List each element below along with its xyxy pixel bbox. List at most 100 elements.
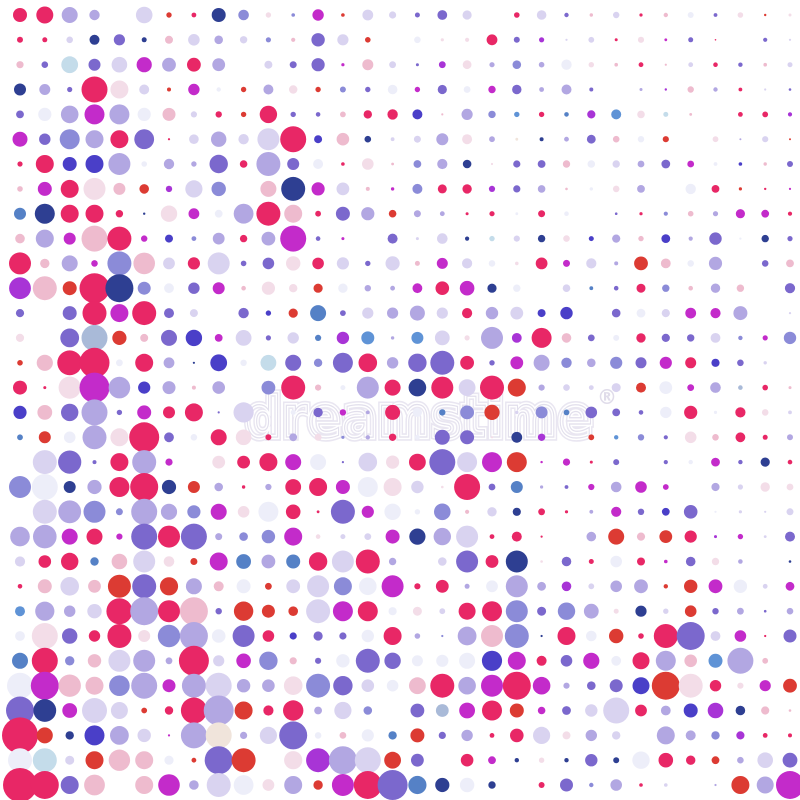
dot — [58, 500, 82, 524]
dot — [489, 733, 495, 738]
dot — [586, 134, 596, 144]
dot — [561, 581, 572, 592]
dot — [637, 160, 645, 168]
dot — [166, 12, 172, 18]
dot — [38, 107, 52, 121]
dot — [237, 506, 250, 518]
dot — [17, 360, 23, 366]
dot — [663, 211, 668, 216]
dot — [14, 207, 26, 220]
dot — [185, 329, 203, 347]
dot — [141, 235, 148, 242]
dot — [563, 409, 570, 416]
dot — [167, 138, 171, 141]
dot — [106, 598, 133, 625]
dot — [231, 748, 256, 773]
dot — [727, 647, 754, 674]
dot — [762, 335, 768, 341]
dot — [537, 433, 546, 441]
dot — [205, 722, 232, 749]
dot — [261, 380, 276, 395]
dot — [88, 58, 101, 71]
dot — [436, 257, 448, 269]
dot — [502, 671, 531, 700]
dot — [564, 510, 569, 514]
dot — [710, 631, 721, 641]
dot — [136, 57, 152, 73]
dot — [510, 306, 524, 320]
dot — [312, 9, 324, 21]
dot — [538, 61, 545, 68]
dot — [710, 283, 721, 293]
dot — [460, 430, 475, 445]
dot — [341, 237, 345, 241]
dot — [634, 579, 648, 594]
dot — [362, 9, 374, 21]
dot — [190, 558, 198, 565]
dot — [763, 535, 767, 538]
dot — [157, 624, 181, 648]
dot — [257, 128, 280, 151]
dot — [738, 112, 743, 117]
dot — [161, 479, 177, 495]
dot — [314, 135, 323, 144]
dot — [386, 455, 400, 469]
dot — [684, 579, 698, 593]
dot — [462, 10, 472, 20]
dot — [485, 306, 499, 320]
dot — [610, 481, 622, 493]
dot — [635, 357, 647, 369]
dot — [88, 630, 101, 642]
dot — [215, 608, 222, 615]
dot — [32, 499, 57, 524]
dot — [662, 284, 670, 292]
dot — [138, 630, 151, 642]
dot — [465, 236, 470, 241]
dot — [341, 63, 345, 67]
dot — [712, 434, 719, 441]
dot — [488, 110, 496, 119]
dot — [776, 771, 800, 799]
dot — [110, 726, 129, 745]
dot — [513, 160, 521, 168]
dot — [614, 435, 619, 440]
dot — [461, 108, 473, 120]
dot — [538, 508, 545, 516]
dot — [132, 450, 157, 475]
dot — [435, 579, 449, 593]
dot — [9, 252, 31, 275]
dot — [109, 104, 130, 125]
dot — [261, 529, 276, 544]
dot — [137, 107, 151, 121]
dot — [659, 356, 672, 369]
dot — [311, 58, 325, 72]
dot — [42, 37, 48, 43]
dot — [164, 432, 174, 443]
dot — [562, 731, 571, 740]
dot — [291, 37, 296, 42]
dot — [17, 584, 23, 589]
dot — [89, 9, 100, 21]
dot — [511, 431, 523, 443]
dot — [37, 181, 52, 196]
dot — [286, 256, 301, 271]
dot — [685, 357, 697, 369]
dot — [133, 252, 155, 275]
dot — [761, 260, 769, 267]
dot — [563, 682, 570, 689]
dot — [187, 505, 201, 519]
dot — [488, 781, 496, 789]
dot — [586, 531, 597, 542]
dot — [763, 37, 768, 42]
dot — [711, 731, 720, 740]
dot — [363, 110, 372, 119]
dot — [636, 308, 646, 318]
dot — [632, 751, 650, 769]
dot — [336, 331, 350, 345]
dot — [191, 757, 197, 763]
dot — [32, 276, 57, 301]
dot — [733, 579, 748, 593]
dot — [505, 575, 528, 598]
dot — [62, 281, 77, 296]
dot — [41, 61, 49, 68]
